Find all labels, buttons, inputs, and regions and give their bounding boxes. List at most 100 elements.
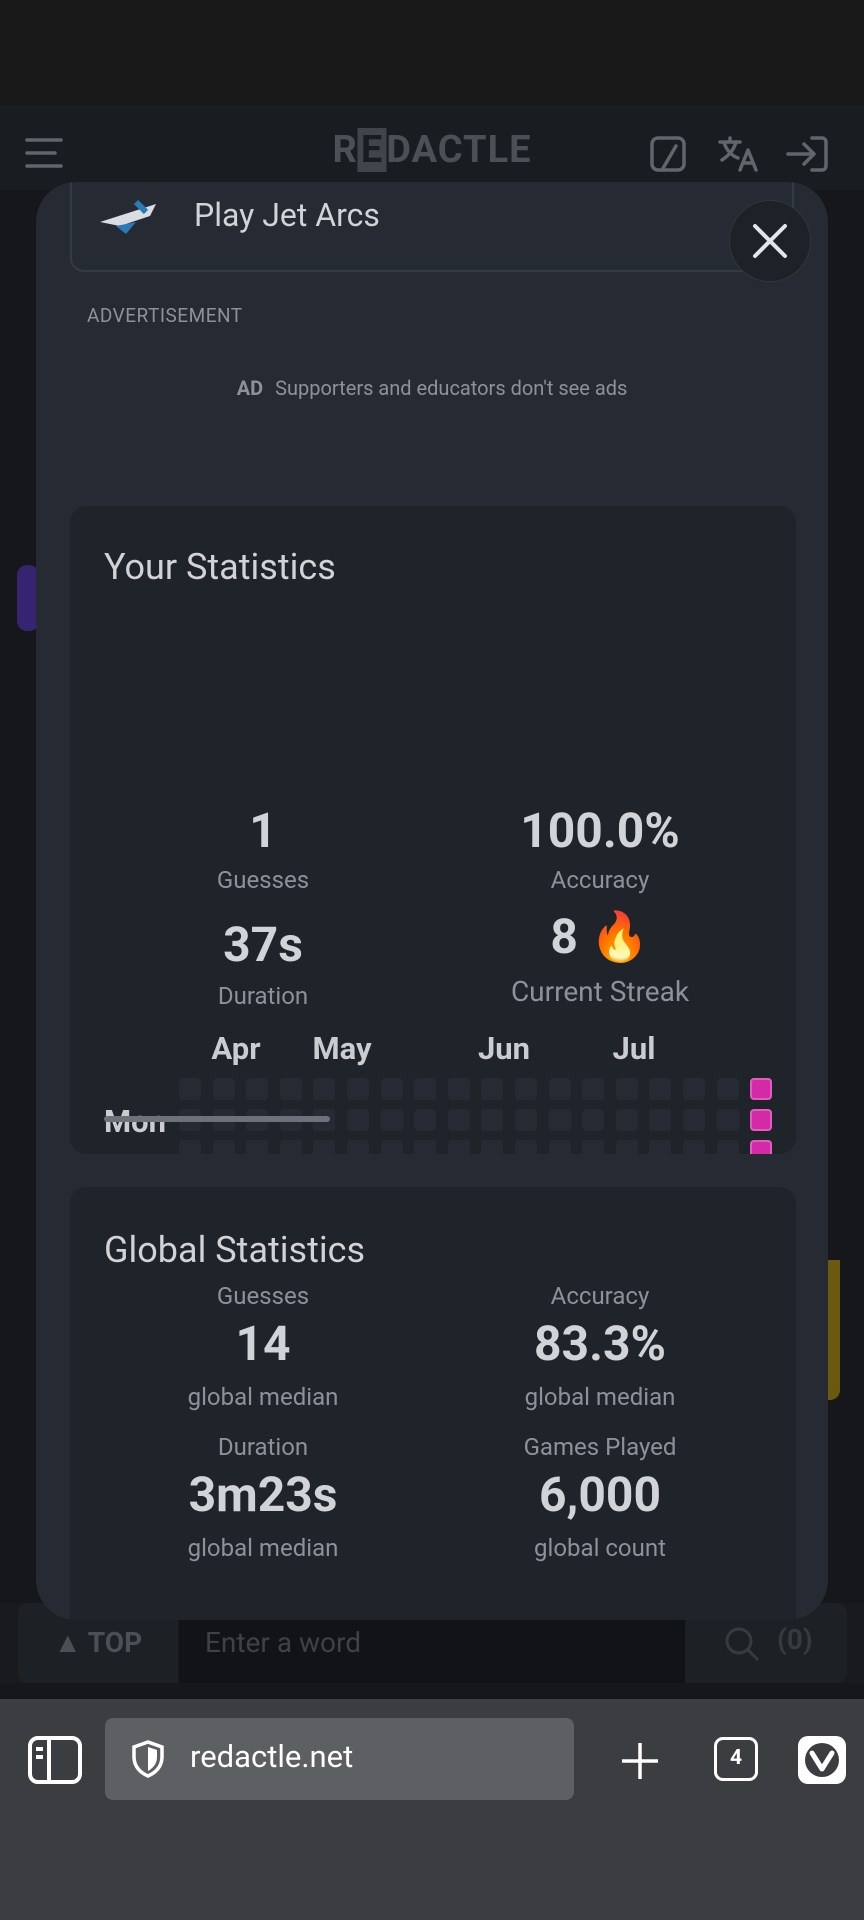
scrollbar	[104, 1116, 330, 1122]
login-icon[interactable]	[784, 134, 830, 174]
heatmap-cell	[414, 1109, 437, 1132]
promo-text: Play Jet Arcs	[194, 196, 380, 234]
close-icon	[753, 224, 787, 258]
heatmap-cell	[750, 1140, 773, 1154]
stat-value: 8 🔥	[550, 908, 650, 965]
background-button	[17, 565, 39, 631]
logo-part: R	[332, 128, 358, 172]
stat-label: Games Played	[523, 1433, 677, 1461]
heatmap-cell	[582, 1078, 605, 1100]
stat-label: Guesses	[216, 1282, 310, 1310]
url-bar[interactable]: redactle.net	[105, 1718, 574, 1800]
heatmap-cell	[179, 1078, 201, 1100]
logo-part: DACTLE	[386, 128, 532, 172]
ad-heading: ADVERTISEMENT	[87, 304, 243, 327]
heatmap-cell	[447, 1109, 470, 1132]
stat-label: Accuracy	[550, 1282, 650, 1310]
stat-note: global median	[187, 1534, 339, 1562]
heatmap-cell	[481, 1078, 504, 1100]
heatmap-cell	[313, 1140, 336, 1154]
heatmap-cell	[515, 1109, 537, 1132]
stat-label: Duration	[217, 1433, 309, 1461]
stat-value: 3m23s	[188, 1466, 338, 1523]
heatmap-cell	[515, 1140, 537, 1154]
heatmap-cell	[447, 1078, 470, 1100]
stat-label: Accuracy	[550, 866, 650, 894]
heatmap-cell	[246, 1140, 269, 1154]
heatmap-cell	[279, 1078, 302, 1100]
heatmap-cell	[212, 1140, 235, 1154]
heatmap-cell	[481, 1109, 504, 1132]
plane-icon	[100, 199, 156, 234]
global-statistics-card: Global Statistics Guesses 14 global median…	[70, 1187, 796, 1620]
stat-value: 1	[249, 802, 277, 859]
heatmap-cell	[515, 1078, 537, 1100]
heatmap-cell	[380, 1109, 403, 1132]
heatmap-cell	[649, 1078, 672, 1100]
heatmap-cell	[683, 1140, 705, 1154]
month-label: Jun	[477, 1030, 531, 1067]
stat-value: 14	[235, 1315, 291, 1372]
stat-value: 83.3%	[533, 1315, 667, 1372]
logo-part: E	[357, 128, 387, 172]
stat-note: global count	[534, 1534, 666, 1562]
ad-notice: AD Supporters and educators don't see ads	[237, 376, 628, 400]
statistics-modal: Play Jet Arcs ADVERTISEMENT AD Supporters…	[36, 182, 828, 1620]
stat-label: Current Streak	[510, 975, 690, 1008]
search-icon	[725, 1627, 760, 1662]
heatmap-cell	[750, 1078, 773, 1100]
card-title: Global Statistics	[104, 1229, 366, 1271]
heatmap-cell	[347, 1109, 369, 1132]
stat-value: 6,000	[539, 1466, 661, 1523]
logo[interactable]: REDACTLE	[332, 128, 531, 172]
your-statistics-card: Your Statistics 1 Guesses 100.0% Accuracy 37…	[70, 506, 796, 1154]
heatmap-cell	[582, 1140, 605, 1154]
heatmap-cell	[615, 1078, 638, 1100]
stat-value: 100.0%	[520, 802, 680, 859]
heatmap-cell	[414, 1140, 437, 1154]
heatmap-cell	[649, 1109, 672, 1132]
heatmap-cell	[212, 1078, 235, 1100]
heatmap-cell	[313, 1078, 336, 1100]
heatmap-cell	[548, 1109, 571, 1132]
month-label: Jul	[612, 1030, 656, 1067]
vivaldi-icon[interactable]	[798, 1736, 846, 1784]
theme-icon[interactable]	[648, 134, 688, 174]
new-tab-icon[interactable]	[620, 1741, 660, 1781]
heatmap-cell	[380, 1078, 403, 1100]
heatmap-cell	[548, 1140, 571, 1154]
guess-count: (0)	[777, 1623, 813, 1656]
heatmap-cell	[649, 1140, 672, 1154]
month-label: May	[312, 1030, 372, 1067]
heatmap-cell	[246, 1078, 269, 1100]
site-header	[0, 105, 864, 190]
heatmap-cell	[347, 1078, 369, 1100]
browser-toolbar: redactle.net 4	[0, 1699, 864, 1920]
status-bar	[0, 0, 864, 105]
promo-link[interactable]: Play Jet Arcs	[70, 182, 794, 272]
stat-value: 37s	[223, 916, 303, 973]
heatmap-cell	[347, 1140, 369, 1154]
ad-text: Supporters and educators don't see ads	[275, 376, 628, 400]
heatmap-cell	[279, 1140, 302, 1154]
heatmap-cell	[683, 1078, 705, 1100]
heatmap-cell	[716, 1140, 739, 1154]
url-text: redactle.net	[190, 1738, 354, 1775]
heatmap-cell	[179, 1140, 201, 1154]
stat-label: Duration	[217, 982, 309, 1010]
month-label: Apr	[211, 1030, 261, 1067]
tab-counter[interactable]: 4	[714, 1737, 758, 1781]
panel-icon[interactable]	[27, 1735, 83, 1785]
heatmap-cell	[380, 1140, 403, 1154]
card-title: Your Statistics	[104, 546, 336, 588]
close-button[interactable]	[729, 200, 811, 282]
heatmap-cell	[716, 1078, 739, 1100]
heatmap-cell	[481, 1140, 504, 1154]
heatmap-cell	[615, 1109, 638, 1132]
heatmap-cell	[582, 1109, 605, 1132]
language-icon[interactable]	[716, 134, 760, 174]
ad-badge: AD	[236, 376, 264, 400]
menu-icon[interactable]	[24, 136, 64, 170]
